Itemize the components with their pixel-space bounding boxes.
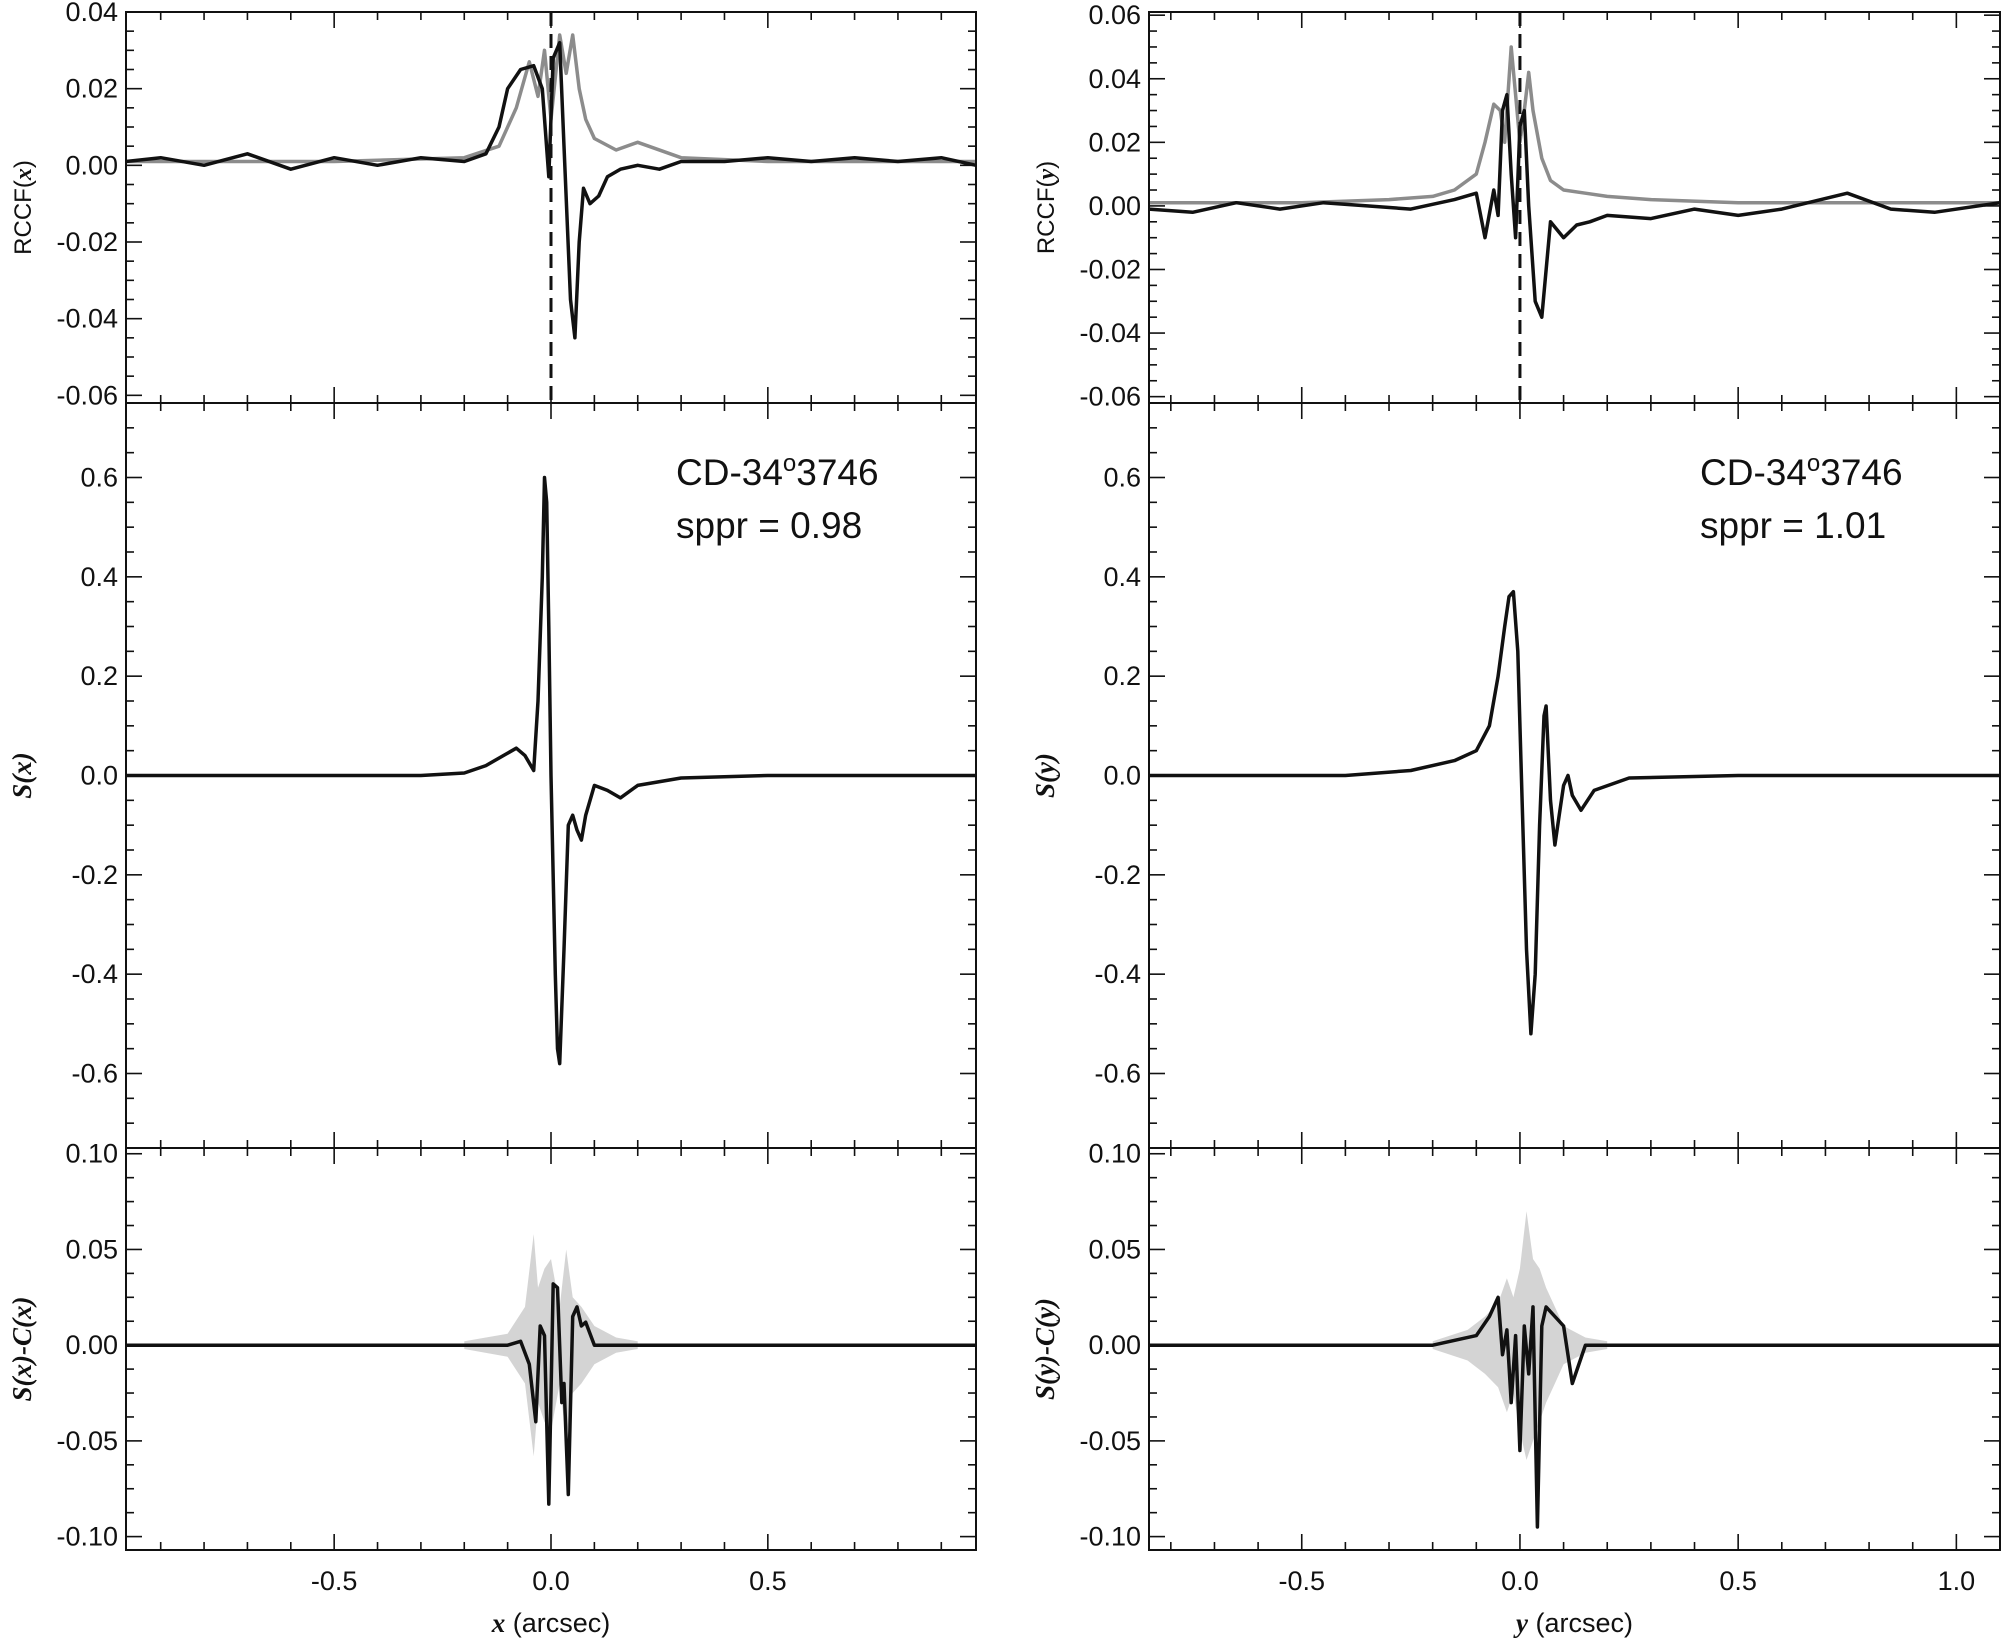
y-tick-label: 0.6 (80, 463, 118, 493)
series-line-gray (126, 33, 976, 164)
y-tick-label: 0.00 (65, 1330, 118, 1360)
object-name: CD-34o3746 (676, 450, 879, 493)
y-tick-label: 0.00 (1088, 191, 1141, 221)
y-tick-label: -0.4 (1094, 959, 1141, 989)
plot-area (1149, 589, 2000, 1036)
y-tick-label: 0.05 (65, 1234, 118, 1264)
chart-y: 0.06 0.04 0.02 0.00 -0.02 -0.04 -0.06 RCCF(y) 0.… (1030, 0, 2001, 1638)
object-name: CD-34o3746 (1700, 450, 1903, 493)
x-tick-label: -0.5 (311, 1566, 358, 1596)
y-tick-label: -0.05 (1079, 1426, 1141, 1456)
x-tick-label: 0.5 (1719, 1566, 1757, 1596)
plot-area (1149, 12, 2000, 403)
series-line-black (1149, 589, 2000, 1036)
y-tick-label: -0.2 (1094, 860, 1141, 890)
panel-y-signal: 0.6 0.4 0.2 0.0 -0.2 -0.4 -0.6 S(y) CD-34o3746 sp… (1030, 402, 2001, 1149)
plot-area (126, 1234, 976, 1506)
annotation: CD-34o3746 sppr = 1.01 (1700, 450, 1903, 546)
chart-x: 0.04 0.02 0.00 -0.02 -0.04 -0.06 RCCF(x) 0.6 0.4… (7, 0, 977, 1638)
y-tick-label: -0.04 (56, 304, 118, 334)
y-tick-label: -0.06 (1079, 382, 1141, 412)
series-line-gray (1149, 45, 2000, 205)
plot-area (126, 475, 976, 1066)
y-tick-label: 0.04 (1088, 64, 1141, 94)
sppr-value: sppr = 0.98 (676, 505, 862, 546)
y-tick-label: 0.4 (1103, 562, 1141, 592)
panel-x-rccf: 0.04 0.02 0.00 -0.02 -0.04 -0.06 RCCF(x) (10, 0, 977, 410)
y-tick-label: -0.10 (1079, 1522, 1141, 1552)
y-tick-label: 0.04 (65, 0, 118, 27)
y-tick-label: -0.02 (56, 227, 118, 257)
x-axis-label: y (arcsec) (1513, 1608, 1633, 1638)
y-tick-label: 0.2 (80, 661, 118, 691)
y-tick-label: -0.06 (56, 380, 118, 410)
annotation: CD-34o3746 sppr = 0.98 (676, 450, 879, 546)
y-tick-label: -0.4 (71, 959, 118, 989)
y-tick-label: 0.00 (65, 150, 118, 180)
y-axis-label: S(x)-C(x) (7, 1297, 37, 1402)
y-tick-label: 0.10 (1088, 1139, 1141, 1169)
x-tick-label: 1.0 (1938, 1566, 1976, 1596)
y-axis-label: S(y)-C(y) (1030, 1298, 1060, 1400)
series-line-black (126, 40, 976, 340)
x-tick-label: 0.0 (1501, 1566, 1539, 1596)
series-line-black (126, 1282, 976, 1506)
plot-area (126, 12, 976, 403)
axes-frame (1148, 1147, 2001, 1551)
series-line-black (1149, 92, 2000, 319)
y-axis-label: RCCF(x) (10, 160, 37, 255)
plot-area (1149, 1211, 2000, 1529)
y-tick-label: 0.10 (65, 1139, 118, 1169)
series-line-black (126, 475, 976, 1066)
y-tick-label: 0.00 (1088, 1330, 1141, 1360)
y-tick-label: 0.0 (80, 761, 118, 791)
x-tick-label: 0.0 (532, 1566, 570, 1596)
uncertainty-band (1432, 1211, 1608, 1460)
y-tick-label: -0.2 (71, 860, 118, 890)
y-tick-label: 0.6 (1103, 463, 1141, 493)
x-tick-label: 0.5 (749, 1566, 787, 1596)
panel-y-residual: 0.10 0.05 0.00 -0.05 -0.10 S(y)-C(y) (1030, 1139, 2001, 1552)
y-tick-label: 0.02 (1088, 127, 1141, 157)
y-tick-label: -0.10 (56, 1522, 118, 1552)
y-tick-label: 0.0 (1103, 761, 1141, 791)
y-tick-label: -0.6 (71, 1059, 118, 1089)
y-tick-label: 0.02 (65, 74, 118, 104)
panel-x-residual: 0.10 0.05 0.00 -0.05 -0.10 S(x)-C(x) (7, 1139, 977, 1552)
y-tick-label: 0.06 (1088, 0, 1141, 30)
y-axis-label: S(y) (1030, 753, 1060, 798)
y-tick-label: -0.02 (1079, 254, 1141, 284)
y-tick-label: 0.05 (1088, 1234, 1141, 1264)
y-tick-label: 0.2 (1103, 661, 1141, 691)
y-tick-label: -0.04 (1079, 318, 1141, 348)
x-tick-label: -0.5 (1278, 1566, 1325, 1596)
y-axis-label: RCCF(y) (1033, 161, 1060, 254)
y-tick-label: 0.4 (80, 562, 118, 592)
sppr-value: sppr = 1.01 (1700, 505, 1886, 546)
x-axis-label: x (arcsec) (491, 1608, 611, 1638)
series-line-black (1149, 1295, 2000, 1529)
y-tick-label: -0.05 (56, 1426, 118, 1456)
y-axis-label: S(x) (7, 752, 37, 799)
y-tick-label: -0.6 (1094, 1059, 1141, 1089)
